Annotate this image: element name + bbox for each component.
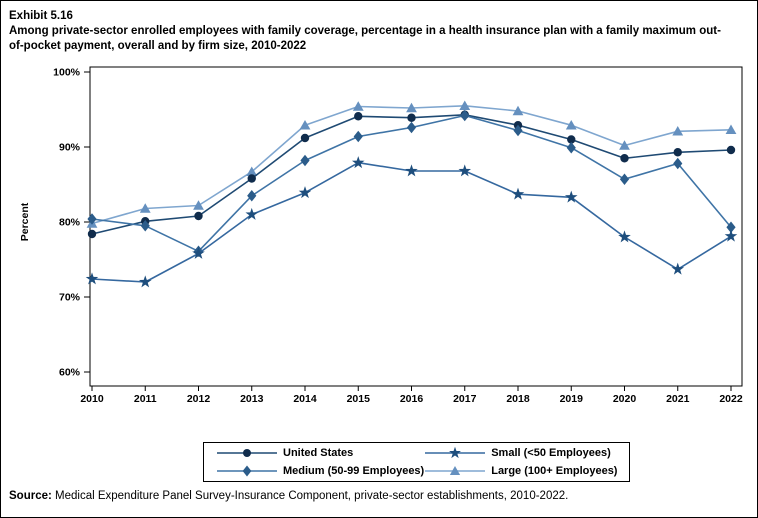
svg-text:2021: 2021 — [666, 393, 690, 405]
legend-label: Large (100+ Employees) — [491, 465, 618, 477]
svg-text:90%: 90% — [59, 142, 81, 154]
diamond-marker-icon — [217, 465, 277, 477]
svg-text:2020: 2020 — [613, 393, 637, 405]
legend: United States Small (<50 Employees) Medi… — [203, 442, 630, 482]
svg-text:2015: 2015 — [347, 393, 371, 405]
circle-marker-icon — [217, 449, 277, 457]
svg-text:2018: 2018 — [506, 393, 530, 405]
svg-text:2019: 2019 — [560, 393, 584, 405]
svg-text:2016: 2016 — [400, 393, 424, 405]
legend-label: Medium (50-99 Employees) — [283, 465, 425, 477]
triangle-marker-icon — [425, 466, 486, 475]
svg-text:2011: 2011 — [134, 393, 157, 405]
star-marker-icon — [425, 446, 486, 459]
svg-text:Percent: Percent — [19, 202, 31, 241]
legend-item-medium: Medium (50-99 Employees) — [216, 463, 424, 479]
svg-text:2012: 2012 — [187, 393, 211, 405]
svg-text:2014: 2014 — [293, 393, 317, 405]
source-label: Source: — [9, 490, 52, 502]
svg-text:70%: 70% — [59, 292, 81, 304]
legend-item-united-states: United States — [216, 445, 424, 461]
legend-label: Small (<50 Employees) — [491, 447, 611, 459]
svg-text:2013: 2013 — [240, 393, 264, 405]
svg-text:100%: 100% — [53, 67, 81, 79]
svg-text:2017: 2017 — [453, 393, 477, 405]
legend-label: United States — [283, 447, 354, 459]
svg-text:80%: 80% — [59, 217, 81, 229]
source-text: Medical Expenditure Panel Survey-Insuran… — [51, 490, 569, 502]
svg-text:2022: 2022 — [719, 393, 743, 405]
chart-title: Among private-sector enrolled employees … — [9, 24, 721, 52]
exhibit-number: Exhibit 5.16 — [9, 10, 73, 22]
source-line: Source: Medical Expenditure Panel Survey… — [9, 490, 568, 502]
legend-item-small: Small (<50 Employees) — [424, 445, 623, 461]
legend-item-large: Large (100+ Employees) — [424, 463, 623, 479]
svg-text:60%: 60% — [59, 367, 81, 379]
svg-text:2010: 2010 — [80, 393, 104, 405]
title-block: Exhibit 5.16 Among private-sector enroll… — [9, 9, 724, 54]
